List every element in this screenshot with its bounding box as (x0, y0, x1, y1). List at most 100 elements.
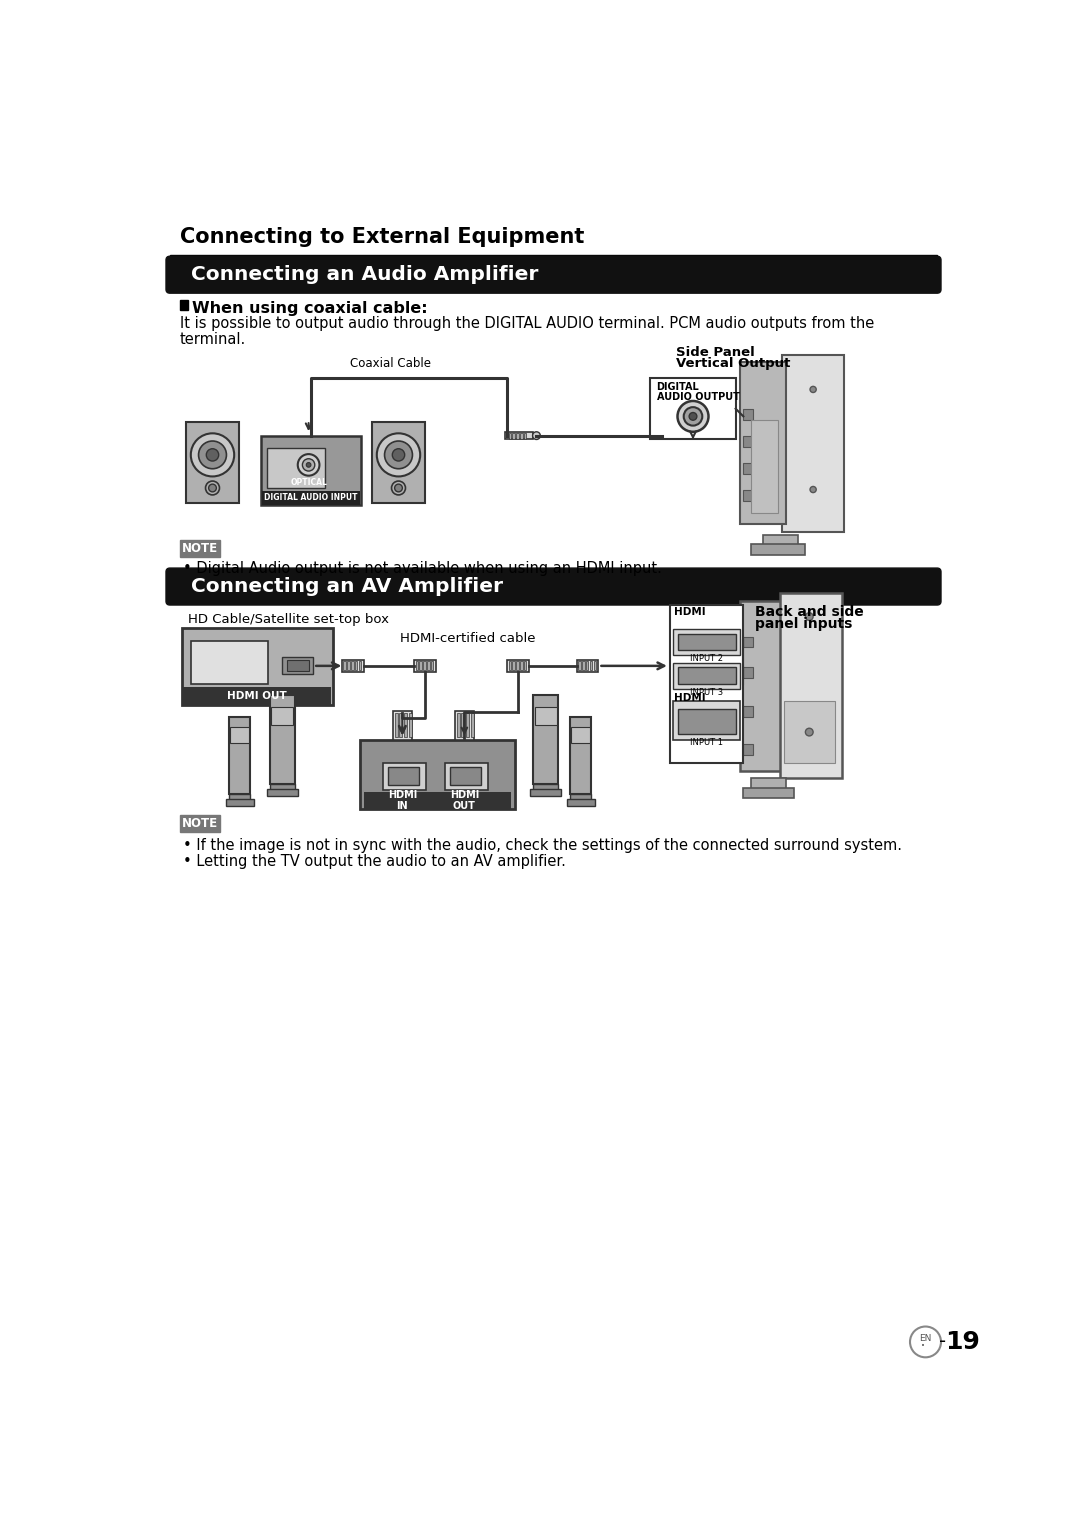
Bar (471, 712, 474, 737)
Bar (461, 712, 464, 737)
Bar (740, 363, 786, 524)
Text: terminal.: terminal. (180, 332, 246, 346)
Bar (457, 712, 460, 737)
Bar (743, 706, 754, 717)
Bar (582, 662, 584, 671)
Text: 19: 19 (945, 1330, 980, 1354)
Bar (740, 601, 782, 771)
Bar (570, 717, 592, 794)
Bar (359, 662, 362, 671)
Circle shape (806, 613, 813, 620)
Bar (343, 662, 346, 671)
Circle shape (910, 1327, 941, 1357)
Bar (530, 789, 562, 797)
Bar (180, 300, 188, 309)
Text: Coaxial Cable: Coaxial Cable (350, 357, 431, 371)
Bar (521, 662, 523, 671)
Bar (743, 787, 794, 798)
Bar (404, 712, 407, 737)
Bar (594, 662, 596, 671)
Text: Connecting an AV Amplifier: Connecting an AV Amplifier (191, 578, 503, 596)
Bar (170, 256, 937, 260)
Bar (743, 668, 754, 679)
Text: panel inputs: panel inputs (755, 616, 852, 631)
Bar (673, 702, 740, 740)
Bar (567, 800, 595, 806)
Text: INPUT 2: INPUT 2 (690, 654, 723, 663)
Circle shape (208, 484, 216, 492)
Bar (394, 712, 397, 737)
Circle shape (392, 481, 405, 495)
Bar (743, 463, 753, 473)
Text: •: • (921, 1342, 926, 1348)
Bar (428, 662, 430, 671)
Bar (505, 432, 532, 440)
Circle shape (689, 412, 697, 420)
Bar (677, 709, 735, 734)
Text: • If the image is not in sync with the audio, check the settings of the connecte: • If the image is not in sync with the a… (183, 838, 902, 853)
Text: HDMI-certified cable: HDMI-certified cable (401, 633, 536, 645)
Bar (784, 702, 835, 763)
Bar (364, 792, 511, 809)
Bar (414, 660, 435, 673)
Bar (260, 435, 362, 506)
Bar (743, 435, 753, 447)
Circle shape (532, 432, 540, 440)
Bar (262, 492, 360, 506)
Bar (743, 745, 754, 755)
Bar (673, 663, 740, 689)
Bar (571, 728, 590, 743)
Bar (229, 794, 251, 800)
Bar (535, 708, 556, 725)
Bar (181, 628, 333, 705)
Bar (762, 535, 798, 545)
Text: • Letting the TV output the audio to an AV amplifier.: • Letting the TV output the audio to an … (183, 853, 566, 869)
Bar (388, 768, 419, 786)
Text: HDMI: HDMI (674, 692, 705, 703)
Bar (183, 686, 332, 705)
Text: It is possible to output audio through the DIGITAL AUDIO terminal. PCM audio out: It is possible to output audio through t… (180, 316, 874, 331)
Text: -: - (940, 1333, 946, 1351)
Bar (677, 668, 735, 685)
Circle shape (205, 481, 219, 495)
Bar (383, 763, 426, 791)
Circle shape (302, 458, 314, 470)
Bar (180, 815, 220, 832)
Bar (408, 712, 411, 737)
Bar (670, 605, 743, 763)
Bar (512, 662, 515, 671)
Bar (751, 778, 786, 789)
Text: HDMI OUT: HDMI OUT (227, 691, 286, 700)
Text: INPUT 1: INPUT 1 (690, 738, 723, 748)
Bar (512, 432, 515, 438)
Bar (230, 728, 248, 743)
Bar (780, 593, 841, 778)
Bar (590, 662, 592, 671)
Text: DIGITAL AUDIO INPUT: DIGITAL AUDIO INPUT (265, 493, 357, 502)
Bar (267, 789, 298, 797)
Bar (743, 409, 753, 420)
Circle shape (377, 434, 420, 476)
Bar (229, 717, 251, 794)
Text: HD Cable/Satellite set-top box: HD Cable/Satellite set-top box (188, 613, 389, 625)
Text: • Digital Audio output is not available when using an HDMI input.: • Digital Audio output is not available … (183, 561, 662, 576)
Text: NOTE: NOTE (183, 541, 218, 555)
Bar (673, 630, 740, 656)
Bar (534, 784, 558, 791)
Bar (751, 544, 806, 555)
Bar (191, 642, 268, 683)
Text: HDMI
IN: HDMI IN (388, 791, 417, 812)
Text: NOTE: NOTE (183, 817, 218, 830)
Text: EN: EN (919, 1334, 932, 1344)
Bar (226, 800, 254, 806)
Text: AUDIO OUTPUT: AUDIO OUTPUT (657, 392, 740, 401)
Bar (419, 662, 422, 671)
Bar (270, 784, 295, 791)
Bar (516, 662, 518, 671)
Bar (570, 794, 592, 800)
Circle shape (307, 463, 311, 467)
Bar (180, 539, 220, 556)
Bar (423, 662, 426, 671)
Circle shape (206, 449, 218, 461)
Bar (355, 662, 357, 671)
